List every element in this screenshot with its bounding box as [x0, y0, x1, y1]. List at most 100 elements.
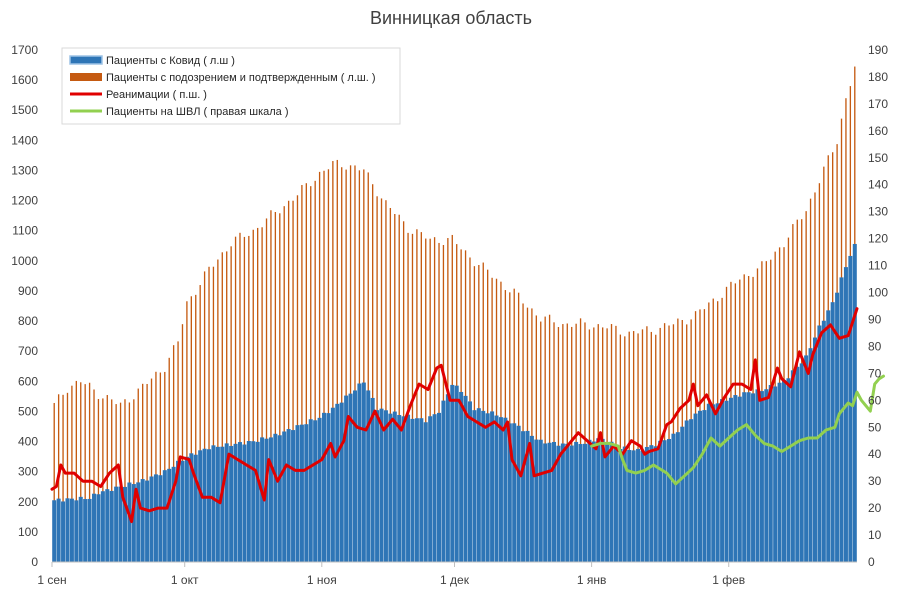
x-tick-label: 1 ноя — [307, 573, 337, 587]
suspected-bar — [367, 172, 369, 562]
suspected-bar — [199, 285, 201, 562]
covid-bar — [746, 392, 751, 562]
covid-bar — [671, 433, 676, 562]
covid-bar — [131, 484, 136, 562]
covid-bar — [260, 437, 265, 562]
covid-bar — [237, 442, 242, 562]
covid-bar — [733, 395, 738, 562]
covid-bar — [702, 410, 707, 562]
suspected-bar — [562, 324, 564, 562]
right-tick-label: 120 — [868, 232, 888, 246]
chart-title: Винницкая область — [370, 8, 532, 28]
covid-bar — [268, 437, 273, 562]
covid-bar — [512, 423, 517, 562]
suspected-bar — [265, 218, 268, 563]
covid-bar — [667, 438, 672, 562]
covid-bar — [490, 411, 495, 562]
covid-bar — [454, 385, 459, 562]
legend-swatch — [69, 55, 103, 65]
covid-bar — [759, 391, 764, 562]
suspected-bar — [270, 210, 272, 562]
covid-bar — [684, 420, 689, 562]
suspected-bar — [354, 165, 356, 562]
suspected-bar — [318, 171, 321, 563]
right-tick-label: 170 — [868, 97, 888, 111]
legend-item: Пациенты с подозрением и подтвержденным … — [70, 72, 376, 84]
suspected-bar — [557, 327, 560, 562]
icu-line — [50, 307, 859, 524]
covid-bar — [335, 403, 340, 562]
covid-bar — [786, 378, 791, 562]
suspected-bar — [301, 185, 303, 562]
suspected-bar — [128, 402, 131, 562]
right-tick-label: 80 — [868, 339, 882, 353]
covid-bar — [658, 440, 663, 562]
suspected-bar — [531, 308, 533, 562]
covid-bar — [388, 413, 393, 562]
suspected-bar — [212, 266, 215, 562]
suspected-bar — [203, 271, 206, 562]
right-tick-label: 110 — [868, 259, 887, 273]
covid-bar — [751, 393, 756, 562]
suspected-bar — [177, 341, 179, 562]
legend-item: Пациенты на ШВЛ ( правая шкала ) — [70, 106, 289, 118]
covid-bar — [689, 419, 694, 562]
suspected-bar — [349, 165, 352, 562]
covid-bar — [569, 445, 574, 562]
covid-bar — [613, 445, 618, 562]
left-tick-label: 200 — [18, 495, 38, 509]
right-tick-label: 180 — [868, 70, 888, 84]
covid-bar — [370, 397, 375, 562]
covid-bar — [574, 441, 579, 562]
suspected-bar — [80, 382, 82, 562]
covid-bar — [145, 480, 150, 562]
suspected-bar — [195, 294, 197, 562]
suspected-bar — [164, 371, 166, 562]
covid-bar — [693, 413, 698, 562]
covid-bar — [706, 403, 711, 562]
right-tick-label: 20 — [868, 501, 882, 515]
suspected-bar — [385, 200, 387, 563]
covid-bar — [136, 482, 141, 562]
ventilator-line — [590, 374, 885, 486]
suspected-bar — [305, 183, 307, 563]
suspected-bar — [345, 169, 347, 562]
covid-bar — [777, 382, 782, 562]
suspected-bar — [425, 238, 427, 562]
covid-bar — [627, 450, 632, 562]
x-tick-label: 1 янв — [577, 573, 607, 587]
suspected-bar — [115, 404, 117, 562]
suspected-bar — [566, 323, 568, 562]
suspected-bar — [159, 372, 162, 562]
right-tick-label: 0 — [868, 555, 875, 569]
covid-bar — [264, 438, 269, 562]
suspected-bar — [88, 382, 91, 562]
covid-bar — [140, 479, 145, 562]
covid-bar — [167, 468, 172, 562]
covid-bar — [56, 498, 61, 562]
right-tick-label: 130 — [868, 205, 888, 219]
suspected-bar — [641, 329, 644, 562]
suspected-bar — [150, 378, 153, 562]
covid-bar — [445, 394, 450, 562]
covid-bar — [114, 486, 119, 562]
covid-bar — [69, 498, 74, 562]
covid-bar — [636, 448, 641, 562]
right-tick-label: 140 — [868, 178, 888, 192]
suspected-bar — [433, 237, 436, 562]
covid-bar — [127, 482, 132, 562]
left-tick-label: 700 — [18, 344, 38, 358]
covid-bar — [556, 445, 561, 562]
covid-bar — [52, 500, 57, 562]
right-tick-label: 150 — [868, 151, 888, 165]
covid-bar — [525, 430, 530, 562]
covid-bar — [582, 443, 587, 562]
covid-bar — [61, 501, 66, 562]
right-axis: 0 10 20 30 40 50 60 70 80 90 100 110 120 130 140 150 160… — [868, 43, 888, 569]
covid-bar — [352, 390, 357, 562]
covid-bar — [609, 441, 614, 562]
suspected-bar — [226, 251, 228, 562]
covid-bar — [361, 382, 366, 562]
suspected-bar — [181, 324, 184, 562]
covid-bar — [251, 441, 256, 562]
